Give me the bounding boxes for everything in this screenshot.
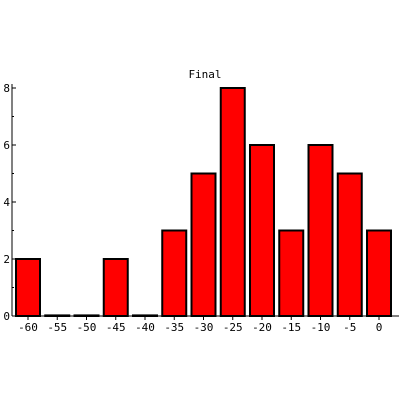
x-tick-label--20: -20 (252, 321, 272, 334)
axes-group (11, 84, 399, 317)
bar--10 (307, 144, 334, 317)
bar--15 (278, 229, 305, 317)
bar--5 (336, 172, 363, 317)
x-tick-label--45: -45 (106, 321, 126, 334)
y-tick-label-2: 2 (3, 253, 10, 266)
x-tick-label--30: -30 (194, 321, 214, 334)
y-ticks-group: 0 2 4 6 8 (3, 82, 16, 323)
x-tick-label--50: -50 (77, 321, 97, 334)
x-tick-label--10: -10 (311, 321, 331, 334)
y-tick-label-8: 8 (3, 82, 10, 95)
x-tick-label--60: -60 (18, 321, 38, 334)
bar-0 (366, 229, 392, 317)
bar--20 (249, 144, 275, 317)
bar--25 (219, 87, 246, 317)
x-tick-label--35: -35 (164, 321, 184, 334)
bar--45 (102, 258, 129, 317)
x-tick-label--25: -25 (223, 321, 243, 334)
bar--30 (190, 172, 217, 317)
x-ticks-group: -60 -55 -50 -45 -40 -35 -30 -25 -20 -15 -10 -5 0 (18, 316, 382, 334)
y-tick-label-0: 0 (3, 310, 10, 323)
x-tick-label--5: -5 (343, 321, 356, 334)
x-tick-label--40: -40 (135, 321, 155, 334)
bars-group (15, 87, 392, 317)
chart-title: Final (188, 68, 221, 81)
bar--35 (161, 229, 188, 317)
x-tick-label-0: 0 (376, 321, 383, 334)
x-tick-label--15: -15 (281, 321, 301, 334)
y-tick-label-4: 4 (3, 196, 10, 209)
y-tick-label-6: 6 (3, 139, 10, 152)
x-tick-label--55: -55 (47, 321, 67, 334)
bar--60 (15, 258, 41, 317)
